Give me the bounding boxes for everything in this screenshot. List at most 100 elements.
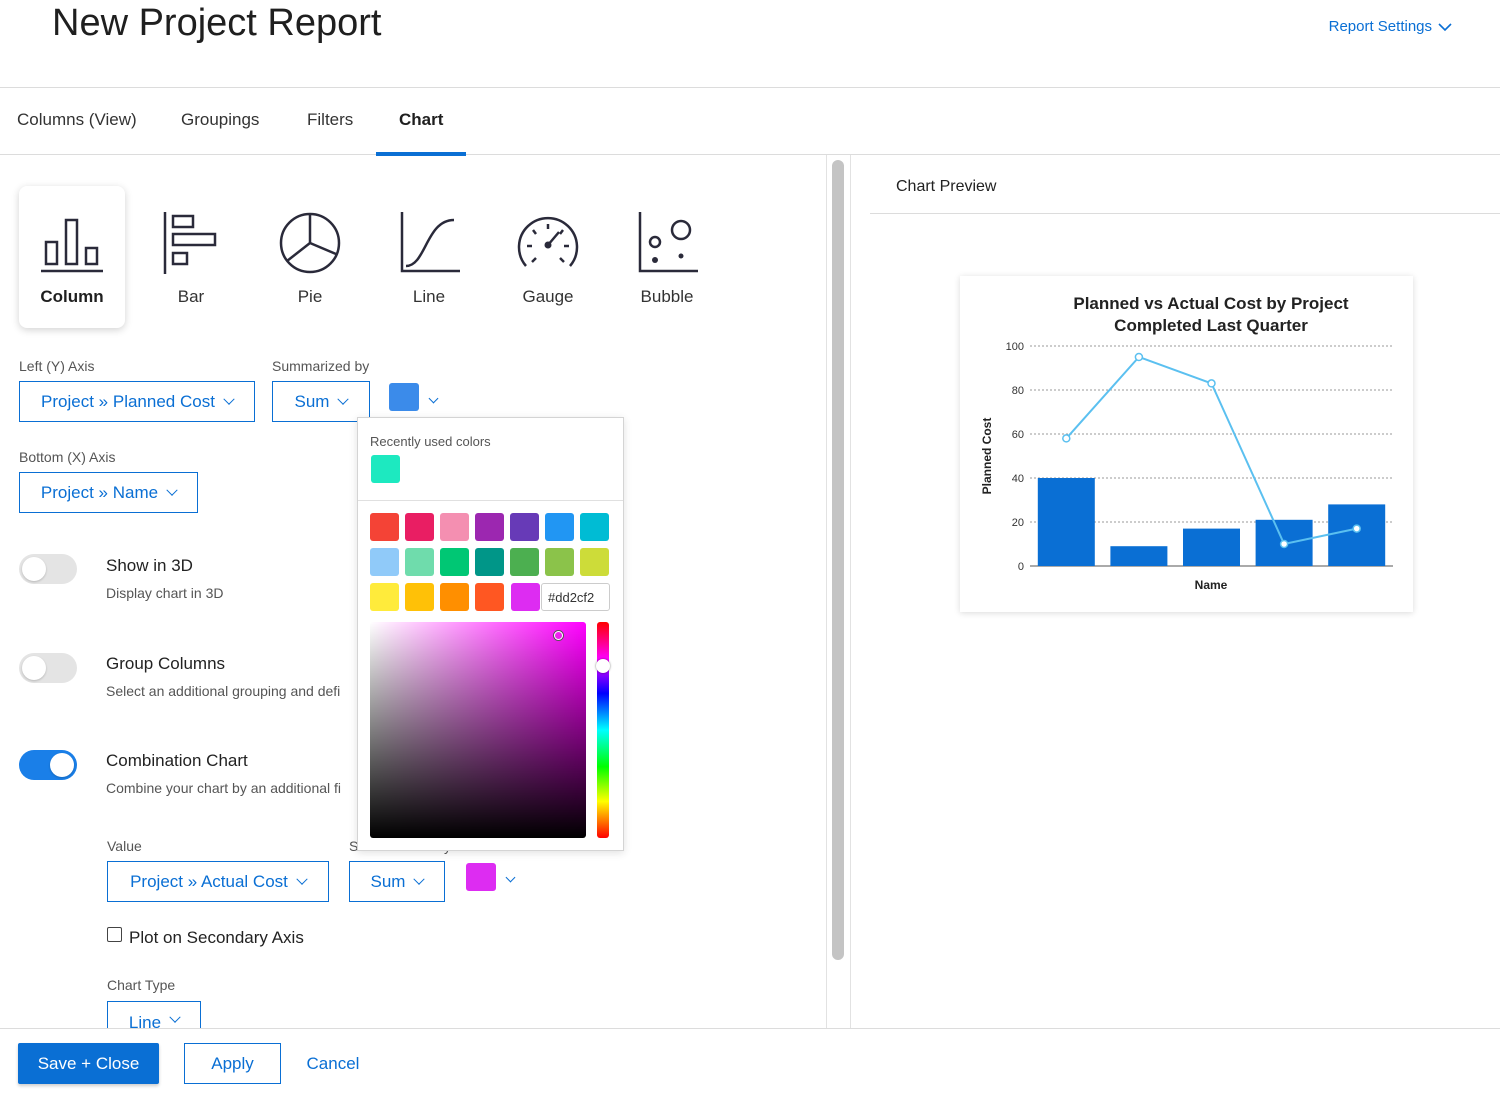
chevron-down-icon (337, 393, 350, 405)
chevron-down-icon (413, 873, 426, 885)
hex-color-input[interactable]: #dd2cf2 (541, 583, 610, 611)
x-axis-value: Project » Name (40, 482, 159, 502)
chart-svg: Planned vs Actual Cost by Project Comple… (980, 294, 1393, 592)
panel-divider (850, 155, 851, 1028)
palette-color-swatch[interactable] (545, 548, 574, 576)
tab-filters[interactable]: Filters (307, 110, 354, 129)
color-chevron-icon[interactable] (505, 872, 516, 883)
palette-color-swatch[interactable] (405, 513, 434, 541)
combo-value-dropdown[interactable]: Project » Actual Cost (107, 861, 329, 902)
palette-color-swatch[interactable] (475, 548, 504, 576)
active-tab-indicator (376, 152, 466, 156)
show-3d-toggle[interactable] (19, 554, 77, 584)
palette-color-swatch[interactable] (475, 513, 504, 541)
palette-color-swatch[interactable] (580, 548, 609, 576)
y-axis-label: Left (Y) Axis (19, 358, 95, 374)
hue-slider[interactable] (597, 622, 609, 838)
combination-chart-toggle[interactable] (19, 750, 77, 780)
palette-color-swatch[interactable] (510, 513, 539, 541)
save-close-button[interactable]: Save + Close (18, 1043, 159, 1084)
page-title: New Project Report (52, 2, 382, 44)
y-axis-title: Planned Cost (980, 418, 994, 495)
palette-color-swatch[interactable] (370, 513, 399, 541)
combo-color-swatch[interactable] (466, 863, 496, 891)
toggle-knob (22, 557, 46, 581)
apply-button[interactable]: Apply (184, 1043, 281, 1084)
bubble-chart-icon (638, 212, 698, 273)
chart-type-bubble[interactable]: Bubble (614, 186, 720, 328)
chart-type-column[interactable]: Column (19, 186, 125, 328)
series-color-swatch[interactable] (389, 383, 419, 411)
saturation-value-area[interactable] (370, 622, 586, 838)
chart-line-point (1062, 434, 1071, 443)
palette-color-swatch[interactable] (405, 548, 434, 576)
color-chevron-icon[interactable] (428, 393, 439, 404)
chevron-down-icon (296, 873, 308, 885)
y-axis-value: Project » Planned Cost (41, 391, 215, 411)
recent-color-swatch[interactable] (371, 455, 400, 483)
palette-color-swatch[interactable] (370, 583, 399, 611)
tab-columns-view[interactable]: Columns (View) (17, 110, 137, 129)
scrollbar[interactable] (832, 160, 844, 960)
chart-title: Planned vs Actual Cost by Project (1073, 294, 1349, 313)
palette-color-swatch[interactable] (475, 583, 504, 611)
combo-summarized-dropdown[interactable]: Sum (349, 861, 445, 902)
chart-line-point (1134, 352, 1144, 362)
secondary-axis-label: Plot on Secondary Axis (129, 928, 304, 947)
combo-chart-type-value: Line (128, 1013, 162, 1032)
palette-color-swatch[interactable] (510, 548, 539, 576)
combo-summarized-value: Sum (370, 871, 406, 891)
group-columns-desc: Select an additional grouping and defi (106, 683, 341, 699)
chart-type-label: Pie (297, 287, 323, 306)
picker-divider (358, 500, 623, 501)
chart-subtitle: Completed Last Quarter (1114, 316, 1308, 335)
group-columns-toggle[interactable] (19, 653, 77, 683)
saturation-handle[interactable] (554, 631, 563, 640)
footer-bar: Save + Close Apply Cancel (0, 1028, 1500, 1094)
tab-chart[interactable]: Chart (399, 110, 444, 129)
chart-type-bar[interactable]: Bar (138, 186, 244, 328)
recent-colors-label: Recently used colors (370, 434, 491, 449)
report-settings-button[interactable]: Report Settings (1329, 18, 1452, 35)
palette-color-swatch[interactable] (440, 548, 469, 576)
chart-type-label: Column (40, 287, 104, 306)
header-divider (0, 87, 1500, 88)
palette-color-swatch[interactable] (405, 583, 434, 611)
combination-chart-desc: Combine your chart by an additional fi (106, 780, 342, 796)
y-tick-label: 40 (1012, 473, 1024, 485)
tab-groupings[interactable]: Groupings (181, 110, 260, 129)
summarized-dropdown[interactable]: Sum (272, 381, 370, 422)
gauge-chart-icon (517, 216, 579, 267)
preview-divider (870, 213, 1500, 214)
chart-bar (1328, 504, 1386, 566)
combo-value: Project » Actual Cost (130, 871, 288, 891)
chart-line-point (1352, 524, 1361, 533)
hue-handle[interactable] (596, 659, 610, 673)
palette-color-swatch[interactable] (545, 513, 574, 541)
chart-preview-title: Chart Preview (896, 178, 997, 195)
combination-chart-title: Combination Chart (106, 751, 248, 770)
show-3d-title: Show in 3D (106, 556, 193, 575)
chart-bar (1110, 546, 1168, 566)
combo-summarized-label: S (349, 838, 359, 854)
chart-type-label: Bubble (640, 287, 694, 306)
chart-line-point (1207, 379, 1216, 388)
chart-type-line[interactable]: Line (376, 186, 482, 328)
secondary-axis-checkbox[interactable] (107, 927, 122, 942)
y-tick-label: 0 (1018, 561, 1024, 573)
palette-color-swatch[interactable] (440, 513, 469, 541)
x-axis-title: Name (1195, 578, 1228, 592)
cancel-button[interactable]: Cancel (306, 1053, 360, 1073)
palette-color-swatch[interactable] (440, 583, 469, 611)
chart-type-gauge[interactable]: Gauge (495, 186, 601, 328)
palette-color-swatch[interactable] (370, 548, 399, 576)
palette-color-swatch[interactable] (580, 513, 609, 541)
x-axis-dropdown[interactable]: Project » Name (19, 472, 198, 513)
group-columns-title: Group Columns (106, 654, 226, 673)
y-axis-dropdown[interactable]: Project » Planned Cost (19, 381, 255, 422)
current-color-swatch[interactable] (511, 583, 540, 611)
chart-type-field-label: Chart Type (107, 977, 176, 993)
chart-type-pie[interactable]: Pie (257, 186, 363, 328)
y-tick-label: 100 (1006, 341, 1024, 353)
toggle-knob (22, 656, 46, 680)
